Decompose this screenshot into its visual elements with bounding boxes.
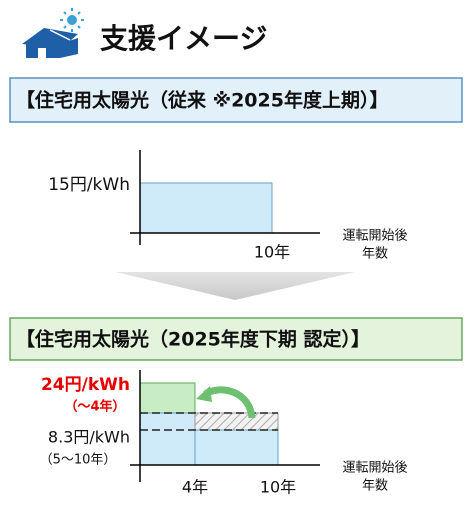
rate-label: 15円/kWh bbox=[48, 175, 130, 195]
shift-arrow-head bbox=[196, 386, 212, 402]
down-arrow bbox=[115, 272, 355, 300]
early-base-bar bbox=[139, 412, 196, 466]
shifted-area bbox=[194, 412, 279, 431]
x-axis-label: 年数 bbox=[362, 479, 388, 494]
early-rate-label: 24円/kWh bbox=[41, 375, 130, 395]
period-label: 10年 bbox=[260, 478, 296, 497]
heading-text: 【住宅用太陽光（2025年度下期 認定）】 bbox=[16, 328, 370, 351]
late-rate-label: 8.3円/kWh bbox=[48, 428, 130, 447]
heading-box bbox=[9, 317, 463, 361]
early-period-label: （～4年） bbox=[64, 399, 125, 415]
x-axis-label: 運転開始後 bbox=[342, 461, 407, 476]
heading-box bbox=[9, 77, 463, 123]
late-rate-bar bbox=[194, 429, 279, 466]
late-period-label: （5～10年） bbox=[40, 453, 117, 468]
rate-bar bbox=[139, 182, 273, 234]
period-label: 10年 bbox=[254, 243, 290, 262]
x-axis-label: 年数 bbox=[362, 247, 388, 262]
house-solar-icon bbox=[22, 8, 84, 58]
x-axis-label: 運転開始後 bbox=[342, 229, 407, 244]
early-bonus-bar bbox=[139, 382, 196, 414]
page-title: 支援イメージ bbox=[100, 22, 267, 55]
heading-text: 【住宅用太陽光（従来 ※2025年度上期）】 bbox=[16, 89, 388, 112]
switch-label: 4年 bbox=[182, 478, 208, 497]
